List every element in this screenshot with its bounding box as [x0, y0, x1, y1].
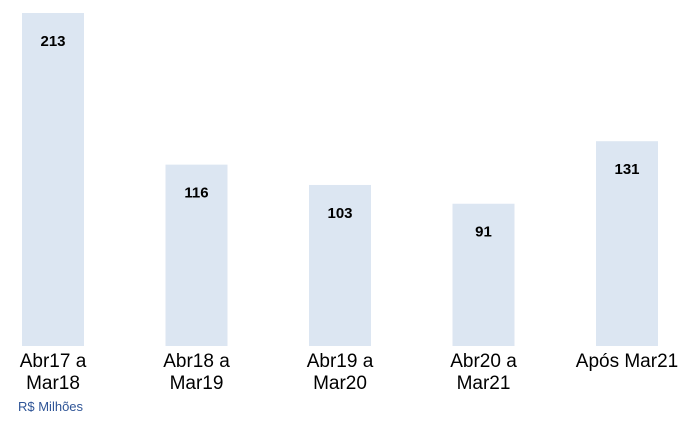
unit-note: R$ Milhões — [18, 399, 84, 414]
value-label: 213 — [40, 33, 65, 50]
x-tick-label: Abr19 a Mar20 — [306, 351, 374, 394]
value-label: 131 — [614, 161, 639, 178]
x-tick-label: Abr20 a Mar21 — [450, 351, 517, 394]
x-tick-label: Abr18 a Mar19 — [163, 351, 230, 394]
bar — [596, 141, 658, 346]
value-label: 103 — [327, 205, 352, 222]
bar — [165, 164, 228, 346]
x-tick-label: Após Mar21 — [575, 351, 679, 372]
value-label: 91 — [475, 224, 492, 241]
bar — [22, 13, 84, 346]
x-tick-label: Abr17 a Mar18 — [19, 351, 87, 394]
bar — [309, 184, 371, 346]
value-label: 116 — [184, 185, 208, 202]
bar — [452, 203, 515, 346]
